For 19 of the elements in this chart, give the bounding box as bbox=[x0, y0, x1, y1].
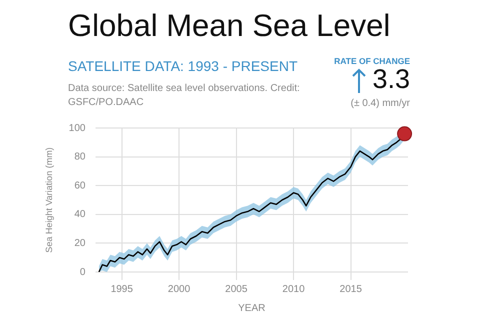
x-tick-label: 1995 bbox=[110, 284, 134, 295]
y-tick-label: 60 bbox=[74, 180, 86, 192]
x-tick-label: 2010 bbox=[282, 284, 306, 295]
y-axis-title: Sea Height Variation (mm) bbox=[44, 147, 54, 253]
y-tick-label: 20 bbox=[74, 238, 86, 249]
y-tick-label: 0 bbox=[80, 266, 86, 278]
y-tick-label: 100 bbox=[68, 122, 86, 134]
y-tick-label: 40 bbox=[74, 209, 86, 220]
text: (± 0.4) mm/yr bbox=[350, 98, 410, 109]
y-tick-label: 80 bbox=[74, 152, 86, 163]
x-tick-label: 2005 bbox=[225, 284, 248, 295]
x-axis-title: YEAR bbox=[238, 302, 266, 314]
chart-subtitle: SATELLITE DATA: 1993 - PRESENT bbox=[68, 58, 298, 74]
chart-title: Global Mean Sea Level bbox=[68, 8, 390, 44]
text: 3.3 bbox=[371, 64, 410, 95]
text: RATE OF CHANGE bbox=[333, 56, 410, 66]
x-tick-label: 2015 bbox=[340, 284, 362, 295]
x-tick-label: 2000 bbox=[168, 284, 191, 295]
source-note: Data source: Satellite sea level observations. Credit: GSFC/PO.DAAC bbox=[68, 82, 301, 110]
